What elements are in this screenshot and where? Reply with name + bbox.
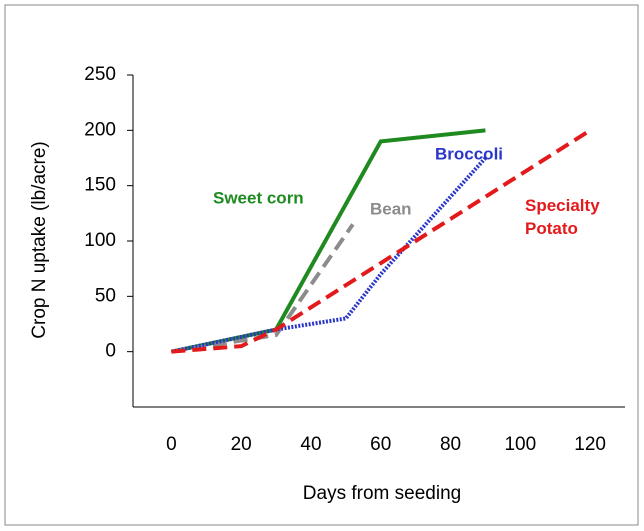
- y-tick-label: 150: [84, 175, 116, 196]
- x-tick-label: 100: [504, 434, 536, 455]
- y-tick-label: 250: [84, 64, 116, 85]
- x-tick-label: 0: [166, 434, 177, 455]
- y-tick-label: 200: [84, 119, 116, 140]
- series-line: [171, 223, 355, 354]
- x-tick-label: 120: [574, 434, 606, 455]
- series-label: Broccoli: [435, 144, 503, 163]
- chart-frame: [4, 4, 639, 526]
- x-axis-label: Days from seeding: [303, 483, 461, 504]
- x-tick-label: 80: [440, 434, 461, 455]
- y-tick-label: 50: [95, 285, 116, 306]
- y-tick-label: 0: [105, 341, 116, 362]
- series-line: [171, 128, 592, 354]
- y-axis-label: Crop N uptake (lb/acre): [29, 141, 50, 338]
- series-label: Bean: [370, 199, 412, 218]
- x-tick-label: 40: [300, 434, 321, 455]
- series-label: Sweet corn: [213, 188, 304, 207]
- series-line: [170, 156, 487, 354]
- x-tick-label: 60: [370, 434, 391, 455]
- x-tick-label: 20: [231, 434, 252, 455]
- y-tick-label: 100: [84, 230, 116, 251]
- series-label: Specialty Potato: [525, 196, 600, 238]
